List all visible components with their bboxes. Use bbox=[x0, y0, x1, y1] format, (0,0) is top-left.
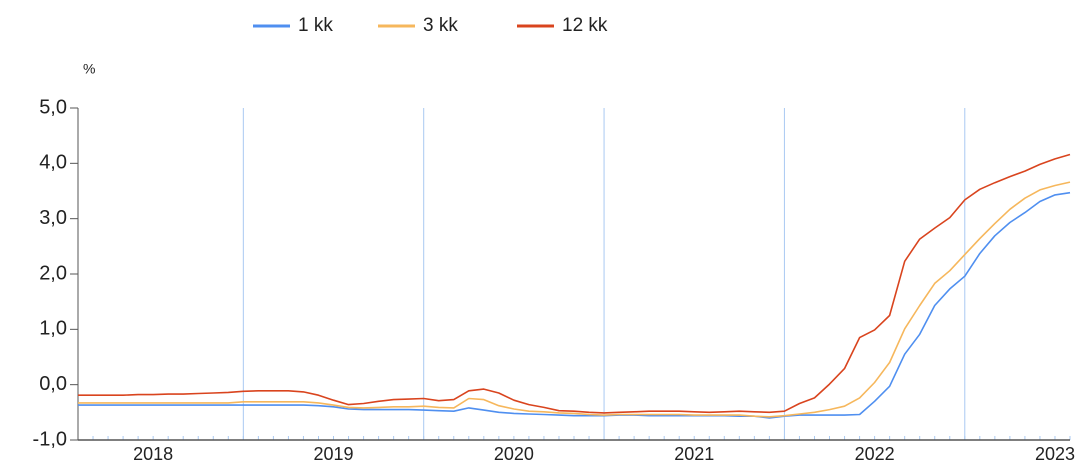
y-tick-label: 0,0 bbox=[39, 373, 67, 395]
series-line bbox=[78, 181, 1071, 418]
legend-label: 3 kk bbox=[423, 15, 458, 36]
legend-label: 12 kk bbox=[562, 15, 608, 36]
x-tick-label: 2019 bbox=[313, 444, 353, 464]
series-line bbox=[78, 153, 1071, 414]
y-tick-label: 3,0 bbox=[39, 207, 67, 229]
y-tick-label: 1,0 bbox=[39, 318, 67, 340]
x-tick-label: 2018 bbox=[133, 444, 173, 464]
series-line bbox=[78, 191, 1071, 419]
x-tick-label: 2021 bbox=[674, 444, 714, 464]
y-tick-label: 5,0 bbox=[39, 96, 67, 118]
legend-label: 1 kk bbox=[298, 15, 333, 36]
x-tick-label: 2020 bbox=[494, 444, 534, 464]
x-tick-label: 2022 bbox=[855, 444, 895, 464]
y-tick-label: 2,0 bbox=[39, 262, 67, 284]
x-tick-label: 2023 bbox=[1035, 444, 1075, 464]
y-tick-label: -1,0 bbox=[33, 428, 67, 450]
y-unit-label: % bbox=[83, 61, 95, 77]
y-tick-label: 4,0 bbox=[39, 152, 67, 174]
